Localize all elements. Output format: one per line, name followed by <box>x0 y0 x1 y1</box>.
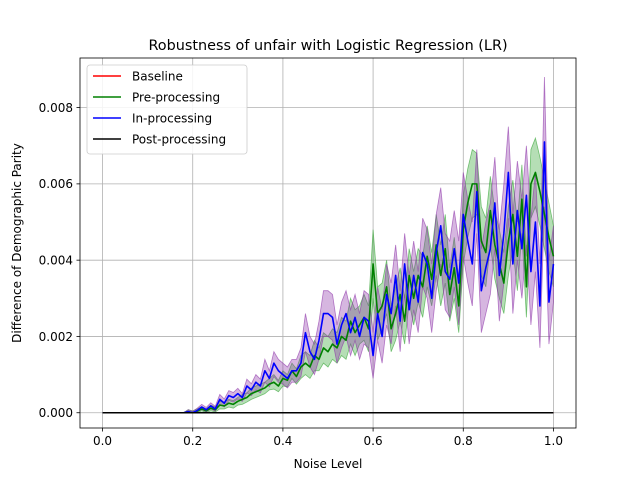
x-tick-label: 0.6 <box>364 434 383 448</box>
y-tick-label: 0.006 <box>39 177 73 191</box>
x-tick-label: 0.0 <box>93 434 112 448</box>
y-tick-label: 0.004 <box>39 253 73 267</box>
series-lines <box>102 141 555 414</box>
legend-label: In-processing <box>132 111 212 125</box>
x-axis-label: Noise Level <box>294 457 363 471</box>
plot-frame <box>79 57 577 429</box>
grid <box>80 58 576 428</box>
y-axis-label: Difference of Demographic Parity <box>10 143 24 343</box>
legend-label: Pre-processing <box>132 90 220 104</box>
legend-label: Post-processing <box>132 132 226 146</box>
legend-box <box>86 64 248 155</box>
y-tick-label: 0.000 <box>39 406 73 420</box>
x-tick-label: 0.4 <box>273 434 292 448</box>
x-tick-label: 1.0 <box>544 434 563 448</box>
y-axis-ticks: 0.000 0.002 0.004 0.006 0.008 <box>39 101 80 420</box>
x-axis-ticks: 0.0 0.2 0.4 0.6 0.8 1.0 <box>93 428 563 448</box>
y-tick-label: 0.008 <box>39 101 73 115</box>
chart-title: Robustness of unfair with Logistic Regre… <box>148 38 507 54</box>
y-tick-label: 0.002 <box>39 330 73 344</box>
x-tick-label: 0.8 <box>454 434 473 448</box>
x-tick-label: 0.2 <box>183 434 202 448</box>
legend-label: Baseline <box>132 69 183 83</box>
legend: Baseline Pre-processing In-processing Post-… <box>86 64 248 155</box>
